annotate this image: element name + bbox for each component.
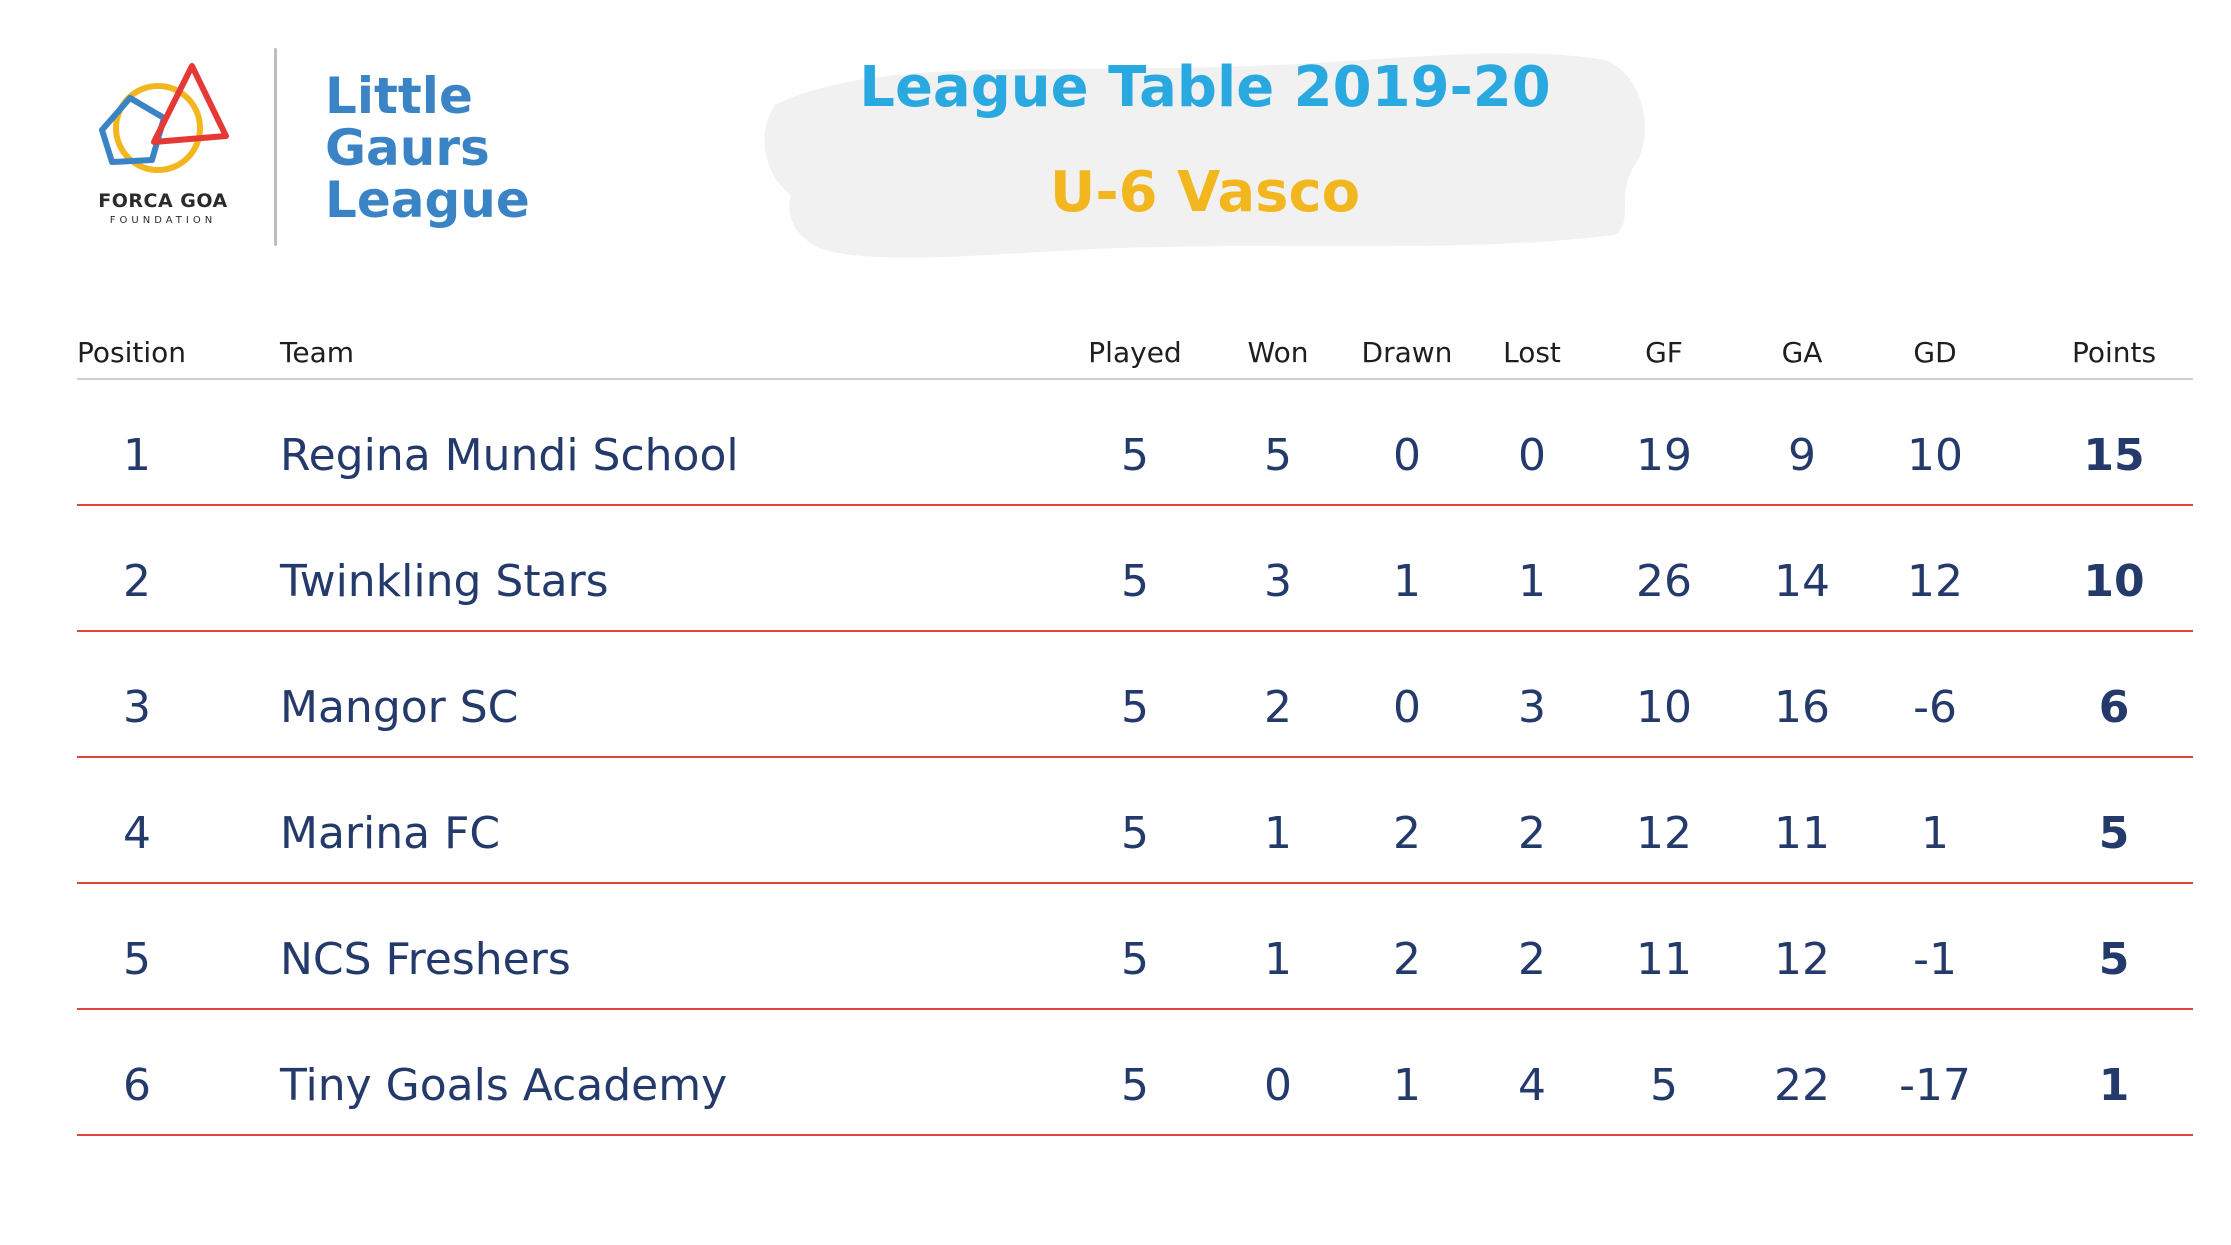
cell-points: 15 [2083, 430, 2145, 481]
cell-gd: 10 [1907, 430, 1963, 481]
forca-goa-logo-icon [99, 63, 229, 173]
cell-ga: 22 [1774, 1060, 1830, 1111]
column-header-position: Position [77, 336, 187, 369]
brush-stroke-background [764, 53, 1645, 258]
table-row: 4 Marina FC 5 1 2 2 12 11 1 5 [77, 758, 2193, 884]
column-header-gf: GF [1645, 336, 1683, 369]
cell-won: 0 [1264, 1060, 1292, 1111]
foundation-name: FORCA GOA [98, 190, 228, 212]
column-header-won: Won [1247, 336, 1309, 369]
cell-ga: 12 [1774, 934, 1830, 985]
cell-position: 5 [123, 934, 151, 985]
cell-won: 1 [1264, 934, 1292, 985]
cell-points: 5 [2098, 934, 2130, 985]
cell-position: 1 [123, 430, 151, 481]
cell-drawn: 1 [1393, 556, 1421, 607]
table-row: 2 Twinkling Stars 5 3 1 1 26 14 12 10 [77, 506, 2193, 632]
logo-divider [274, 48, 277, 246]
cell-won: 1 [1264, 808, 1292, 859]
cell-lost: 4 [1518, 1060, 1546, 1111]
league-name-line-3: League [325, 171, 530, 229]
logo-block: FORCA GOA FOUNDATION Little Gaurs League [80, 40, 580, 260]
foundation-subtitle: FOUNDATION [109, 215, 217, 226]
cell-gd: -1 [1913, 934, 1957, 985]
table-header-row: Position Team Played Won Drawn Lost GF G… [77, 330, 2193, 380]
column-header-team: Team [280, 336, 355, 369]
title-block: League Table 2019-20 U-6 Vasco [755, 45, 1655, 265]
cell-drawn: 1 [1393, 1060, 1421, 1111]
column-header-ga: GA [1781, 336, 1823, 369]
cell-played: 5 [1121, 934, 1149, 985]
cell-team: Regina Mundi School [280, 430, 739, 481]
cell-drawn: 0 [1393, 682, 1421, 733]
cell-gd: -17 [1899, 1060, 1971, 1111]
cell-team: Tiny Goals Academy [280, 1060, 728, 1111]
league-name-line-1: Little [325, 67, 473, 125]
cell-ga: 16 [1774, 682, 1830, 733]
cell-lost: 0 [1518, 430, 1546, 481]
page-title: League Table 2019-20 [859, 55, 1551, 120]
page-subtitle: U-6 Vasco [1049, 160, 1361, 225]
cell-position: 2 [123, 556, 151, 607]
cell-ga: 14 [1774, 556, 1830, 607]
cell-position: 3 [123, 682, 151, 733]
table-row: 1 Regina Mundi School 5 5 0 0 19 9 10 15 [77, 380, 2193, 506]
league-name: Little Gaurs League [325, 70, 530, 226]
cell-gd: -6 [1913, 682, 1957, 733]
cell-points: 5 [2098, 808, 2130, 859]
cell-gf: 12 [1636, 808, 1692, 859]
cell-position: 6 [123, 1060, 151, 1111]
cell-ga: 11 [1774, 808, 1830, 859]
cell-played: 5 [1121, 556, 1149, 607]
cell-points: 10 [2083, 556, 2145, 607]
cell-gf: 5 [1650, 1060, 1678, 1111]
cell-gf: 11 [1636, 934, 1692, 985]
column-header-gd: GD [1913, 336, 1957, 369]
cell-won: 2 [1264, 682, 1292, 733]
table-row: 3 Mangor SC 5 2 0 3 10 16 -6 6 [77, 632, 2193, 758]
cell-drawn: 2 [1393, 808, 1421, 859]
league-table: Position Team Played Won Drawn Lost GF G… [77, 330, 2193, 1136]
cell-points: 6 [2098, 682, 2130, 733]
cell-gf: 10 [1636, 682, 1692, 733]
cell-gd: 12 [1907, 556, 1963, 607]
cell-team: Marina FC [280, 808, 501, 859]
cell-played: 5 [1121, 1060, 1149, 1111]
cell-lost: 2 [1518, 808, 1546, 859]
cell-gf: 26 [1636, 556, 1692, 607]
cell-played: 5 [1121, 808, 1149, 859]
cell-drawn: 0 [1393, 430, 1421, 481]
cell-lost: 2 [1518, 934, 1546, 985]
column-header-lost: Lost [1503, 336, 1561, 369]
cell-gd: 1 [1921, 808, 1949, 859]
league-name-line-2: Gaurs [325, 119, 490, 177]
cell-played: 5 [1121, 430, 1149, 481]
cell-played: 5 [1121, 682, 1149, 733]
cell-lost: 1 [1518, 556, 1546, 607]
column-header-points: Points [2071, 336, 2157, 369]
cell-ga: 9 [1788, 430, 1816, 481]
table-row: 5 NCS Freshers 5 1 2 2 11 12 -1 5 [77, 884, 2193, 1010]
cell-won: 3 [1264, 556, 1292, 607]
cell-gf: 19 [1636, 430, 1692, 481]
cell-drawn: 2 [1393, 934, 1421, 985]
cell-team: NCS Freshers [280, 934, 571, 985]
column-header-drawn: Drawn [1361, 336, 1453, 369]
cell-lost: 3 [1518, 682, 1546, 733]
column-header-played: Played [1088, 336, 1182, 369]
table-row: 6 Tiny Goals Academy 5 0 1 4 5 22 -17 1 [77, 1010, 2193, 1136]
cell-points: 1 [2098, 1060, 2130, 1111]
cell-won: 5 [1264, 430, 1292, 481]
cell-position: 4 [123, 808, 151, 859]
cell-team: Mangor SC [280, 682, 519, 733]
cell-team: Twinkling Stars [280, 556, 609, 607]
